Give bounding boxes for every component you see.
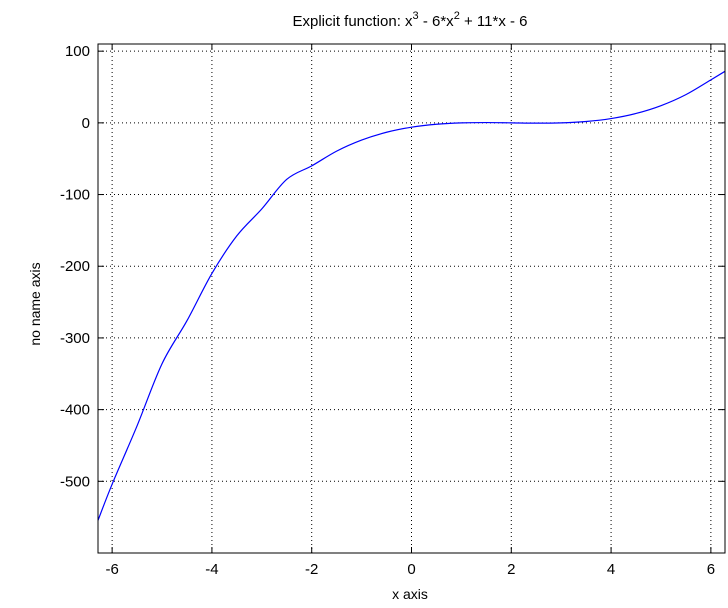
curve-layer [97,70,726,521]
y-tick-label: 0 [82,115,90,132]
x-axis-label: x axis [392,586,428,602]
x-tick-label: -6 [105,561,118,578]
y-axis-label: no name axis [27,262,43,345]
y-tick-label: -500 [60,473,90,490]
x-tick-label: -2 [305,561,318,578]
y-tick-label: 100 [65,43,90,60]
function-curve [97,70,726,521]
x-tick-label: -4 [205,561,218,578]
y-tick-label: -100 [60,187,90,204]
x-tick-label: 0 [407,561,415,578]
y-tick-labels: 100 0 -100 -200 -300 -400 -500 [60,43,90,490]
grid-lines [98,44,725,553]
chart-title: Explicit function: x3 - 6*x2 + 11*x - 6 [292,10,527,30]
y-tick-label: -200 [60,258,90,275]
y-tick-label: -400 [60,402,90,419]
y-tick-label: -300 [60,330,90,347]
x-tick-label: 4 [607,561,615,578]
x-tick-label: 2 [507,561,515,578]
axis-ticks [98,44,725,553]
x-tick-label: 6 [707,561,715,578]
x-tick-labels: -6 -4 -2 0 2 4 6 [105,561,715,578]
